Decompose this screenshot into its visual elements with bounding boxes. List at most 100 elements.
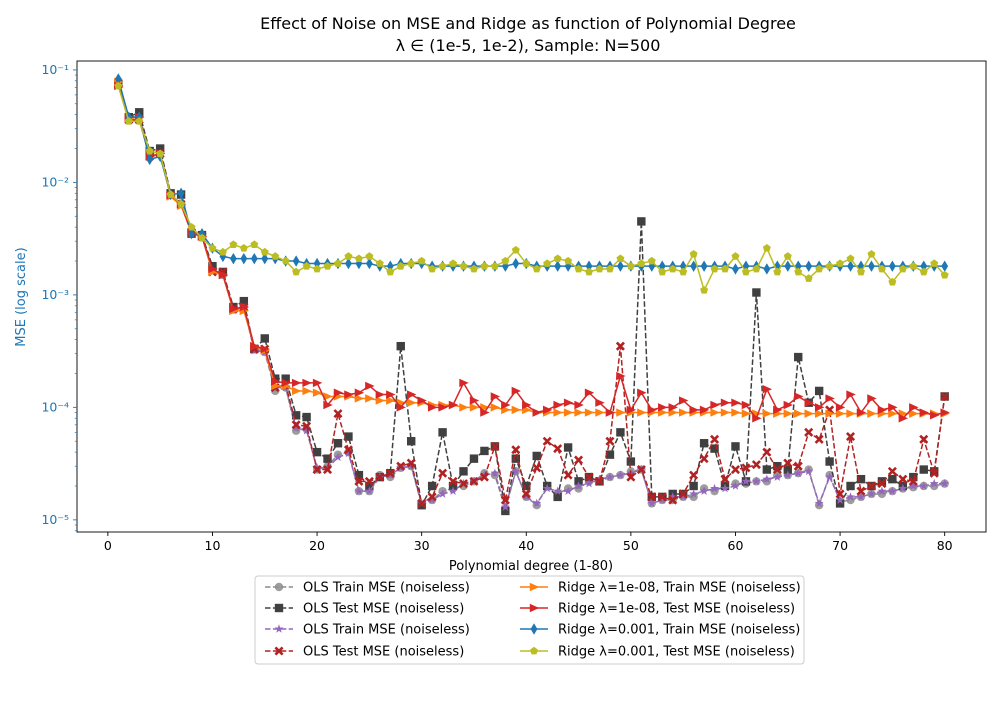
data-point (386, 267, 395, 276)
data-point (710, 264, 719, 273)
data-point (805, 260, 813, 272)
data-point (364, 476, 374, 486)
data-point (448, 481, 458, 491)
data-point (438, 428, 447, 437)
data-point (804, 398, 814, 407)
data-point (490, 403, 501, 412)
data-point (689, 481, 698, 491)
data-point (668, 403, 678, 412)
data-point (188, 227, 195, 240)
data-point (741, 400, 752, 410)
data-point (553, 400, 563, 410)
data-point (563, 443, 573, 452)
data-point (741, 409, 752, 418)
data-point (271, 252, 280, 260)
data-point (940, 391, 950, 401)
data-point (543, 259, 552, 267)
data-point (637, 259, 646, 267)
data-point (783, 400, 793, 410)
legend-box (254, 575, 805, 665)
legend-marker (274, 624, 284, 633)
data-point (218, 247, 227, 256)
data-point (731, 408, 741, 417)
data-point (605, 450, 615, 459)
series-7 (114, 73, 949, 275)
data-point (751, 476, 761, 486)
legend-label: Ridge λ=1e-08, Train MSE (noiseless) (558, 581, 801, 596)
data-point (354, 486, 364, 495)
data-point (595, 398, 605, 407)
data-point (229, 240, 238, 248)
data-point (721, 264, 730, 273)
data-point (856, 408, 867, 417)
data-point (804, 409, 814, 418)
data-point (825, 409, 835, 418)
data-point (145, 146, 154, 155)
data-point (668, 492, 678, 501)
data-point (657, 495, 667, 504)
data-point (564, 256, 573, 265)
legend-entry: Ridge λ=1e-08, Train MSE (noiseless) (520, 581, 801, 596)
data-point (407, 259, 416, 267)
data-point (617, 260, 624, 272)
data-point (312, 378, 323, 388)
data-point (417, 498, 427, 508)
legend-label: OLS Train MSE (noiseless) (303, 623, 470, 638)
data-point (458, 479, 469, 489)
series-3 (113, 76, 950, 511)
data-point (940, 270, 949, 279)
data-point (344, 252, 353, 260)
data-point (459, 378, 469, 388)
data-point (783, 465, 792, 474)
data-point (479, 470, 489, 479)
data-point (501, 506, 510, 516)
data-point (794, 352, 803, 362)
y-tick-label: 10⁻⁵ (41, 512, 69, 527)
data-point (302, 412, 311, 422)
data-point (333, 259, 342, 267)
data-point (500, 495, 510, 505)
data-point (846, 254, 855, 263)
series-line (117, 78, 945, 270)
data-point (218, 270, 229, 280)
data-point (521, 489, 531, 499)
data-point (710, 444, 719, 453)
data-point (480, 408, 490, 417)
series-2 (114, 79, 949, 516)
data-point (490, 468, 500, 477)
data-point (344, 432, 353, 441)
data-point (762, 465, 772, 474)
series-5 (114, 77, 950, 418)
data-point (354, 388, 365, 397)
data-point (135, 116, 144, 125)
data-point (511, 386, 522, 396)
data-point (877, 486, 887, 495)
data-point (302, 378, 312, 388)
data-point (689, 470, 699, 480)
data-point (867, 394, 877, 403)
data-point (887, 466, 897, 476)
data-point (333, 388, 344, 397)
data-point (365, 257, 373, 270)
x-tick-label: 40 (518, 538, 534, 553)
data-point (626, 261, 635, 270)
data-point (752, 288, 761, 297)
data-point (469, 454, 479, 463)
series-line (117, 80, 945, 512)
data-point (690, 260, 698, 272)
data-point (846, 432, 856, 442)
legend-marker (274, 582, 284, 592)
data-point (260, 247, 269, 256)
data-point (699, 454, 709, 464)
data-point (291, 378, 302, 388)
data-point (846, 481, 855, 491)
data-point (574, 481, 584, 490)
data-point (229, 304, 239, 314)
data-point (898, 414, 909, 423)
data-point (208, 264, 218, 274)
data-point (438, 261, 447, 270)
data-point (584, 478, 594, 488)
data-point (783, 458, 793, 468)
data-point (877, 405, 888, 415)
data-point (501, 256, 510, 265)
